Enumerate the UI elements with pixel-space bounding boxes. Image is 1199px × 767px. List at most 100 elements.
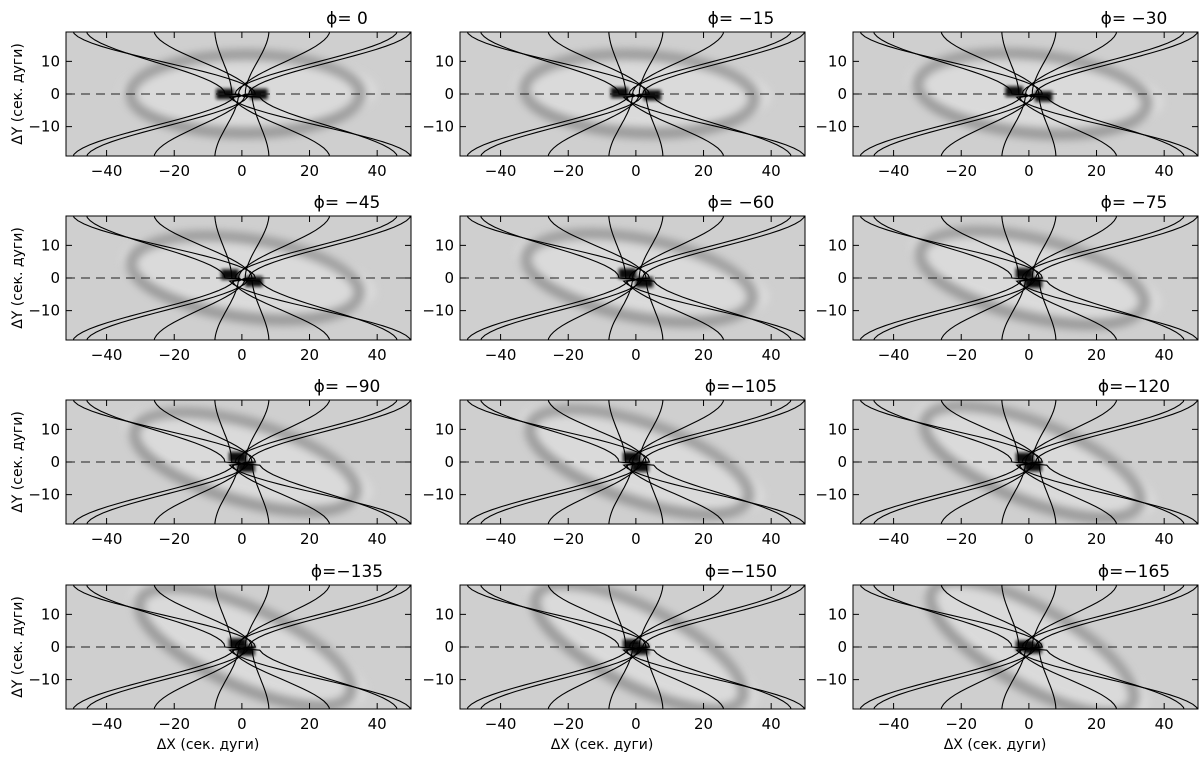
field-line bbox=[859, 216, 1198, 340]
field-line bbox=[214, 32, 270, 156]
field-line bbox=[153, 32, 331, 156]
y-tick-label: 10 bbox=[828, 236, 847, 254]
field-line bbox=[466, 216, 805, 340]
field-line bbox=[153, 32, 331, 156]
field-line bbox=[1001, 585, 1057, 709]
field-line bbox=[940, 400, 1118, 524]
x-tick-label: −20 bbox=[945, 530, 977, 548]
y-tick-label: 0 bbox=[444, 453, 454, 471]
heatmap-ring bbox=[133, 585, 357, 709]
x-tick-label: −40 bbox=[485, 162, 517, 180]
heatmap-ring-halo bbox=[516, 232, 770, 318]
y-tick-label: −10 bbox=[422, 486, 454, 504]
heatmap-ring bbox=[914, 225, 1150, 331]
x-tick-label: 20 bbox=[1087, 715, 1106, 733]
x-tick-label: 40 bbox=[368, 346, 387, 364]
x-tick-label: 40 bbox=[368, 530, 387, 548]
field-line bbox=[547, 216, 725, 340]
y-axis-title: ΔY (сек. дуги) bbox=[10, 596, 26, 698]
field-line bbox=[72, 216, 411, 340]
x-tick-label: −40 bbox=[91, 162, 123, 180]
x-tick-label: 40 bbox=[368, 715, 387, 733]
field-line bbox=[547, 585, 725, 709]
field-line bbox=[480, 32, 792, 156]
x-tick-label: 20 bbox=[694, 530, 713, 548]
field-line bbox=[859, 216, 1198, 340]
heatmap-core-blob bbox=[1005, 86, 1024, 97]
x-tick-label: 20 bbox=[300, 715, 319, 733]
field-line bbox=[72, 32, 411, 156]
x-axis-title: ΔX (сек. дуги) bbox=[551, 737, 654, 753]
x-tick-label: −20 bbox=[945, 162, 977, 180]
x-tick-label: 40 bbox=[762, 346, 781, 364]
x-tick-label: −20 bbox=[158, 530, 190, 548]
x-tick-label: 20 bbox=[694, 346, 713, 364]
field-line bbox=[153, 585, 331, 709]
x-tick-label: 0 bbox=[1024, 346, 1034, 364]
panel: −40 −20 0 20 40 10 0 −10 ϕ=−165 ΔX (сек. дуги) bbox=[815, 562, 1199, 753]
x-tick-label: −20 bbox=[158, 162, 190, 180]
x-tick-label: −20 bbox=[552, 346, 584, 364]
y-tick-label: 0 bbox=[444, 85, 454, 103]
panel-title: ϕ= −45 bbox=[314, 193, 381, 213]
x-tick-label: −20 bbox=[552, 162, 584, 180]
x-tick-label: 0 bbox=[237, 715, 247, 733]
x-tick-label: −40 bbox=[878, 162, 910, 180]
heatmap-ring-halo bbox=[124, 408, 373, 509]
y-tick-label: 0 bbox=[50, 453, 60, 471]
field-line bbox=[153, 400, 331, 524]
field-line bbox=[214, 585, 270, 709]
x-tick-label: 20 bbox=[300, 530, 319, 548]
field-line bbox=[940, 216, 1118, 340]
field-line bbox=[547, 32, 725, 156]
field-line bbox=[1001, 216, 1057, 340]
y-tick-label: 10 bbox=[41, 236, 60, 254]
field-line bbox=[859, 585, 1198, 709]
panel: −40 −20 0 20 40 10 0 −10 ϕ= −45 ΔY (сек. дуги) bbox=[10, 193, 412, 364]
field-line bbox=[547, 400, 725, 524]
y-tick-label: 10 bbox=[828, 605, 847, 623]
field-line bbox=[940, 400, 1118, 524]
field-line bbox=[72, 585, 411, 709]
y-tick-label: 10 bbox=[41, 605, 60, 623]
y-tick-label: 10 bbox=[435, 52, 454, 70]
x-tick-label: 20 bbox=[1087, 346, 1106, 364]
panel-title: ϕ= −60 bbox=[708, 193, 775, 213]
field-line bbox=[1001, 585, 1057, 709]
x-tick-label: 0 bbox=[237, 530, 247, 548]
y-tick-label: 0 bbox=[837, 638, 847, 656]
heatmap-core-blob bbox=[221, 269, 239, 280]
x-tick-label: −40 bbox=[91, 346, 123, 364]
heatmap-core-blob bbox=[643, 90, 662, 101]
field-line bbox=[72, 585, 411, 709]
field-line bbox=[466, 400, 805, 524]
y-tick-label: 10 bbox=[828, 420, 847, 438]
x-tick-label: −40 bbox=[878, 346, 910, 364]
panel: −40 −20 0 20 40 10 0 −10 ϕ= 0 ΔY (сек. дуги) bbox=[10, 9, 412, 180]
y-tick-label: 0 bbox=[444, 638, 454, 656]
heatmap-ring bbox=[125, 230, 365, 326]
field-line bbox=[873, 216, 1185, 340]
panel: −40 −20 0 20 40 10 0 −10 ϕ= −30 bbox=[815, 9, 1199, 180]
field-line bbox=[608, 585, 664, 709]
x-tick-label: 0 bbox=[631, 715, 641, 733]
field-line bbox=[214, 400, 270, 524]
y-tick-label: −10 bbox=[815, 302, 847, 320]
y-tick-label: 0 bbox=[50, 638, 60, 656]
x-tick-label: 20 bbox=[694, 162, 713, 180]
field-line bbox=[940, 585, 1118, 709]
heatmap-core-blob bbox=[229, 638, 247, 649]
x-tick-label: −40 bbox=[878, 530, 910, 548]
field-line bbox=[214, 216, 270, 340]
x-tick-label: 0 bbox=[1024, 715, 1034, 733]
field-line bbox=[859, 400, 1198, 524]
panel: −40 −20 0 20 40 10 0 −10 ϕ= −90 ΔY (сек. дуги) bbox=[10, 377, 412, 548]
field-line bbox=[86, 32, 398, 156]
heatmap-core-blob bbox=[245, 276, 263, 287]
field-line bbox=[214, 585, 270, 709]
field-line bbox=[608, 32, 664, 156]
field-line bbox=[940, 585, 1118, 709]
x-tick-label: −40 bbox=[485, 346, 517, 364]
y-tick-label: 0 bbox=[837, 85, 847, 103]
